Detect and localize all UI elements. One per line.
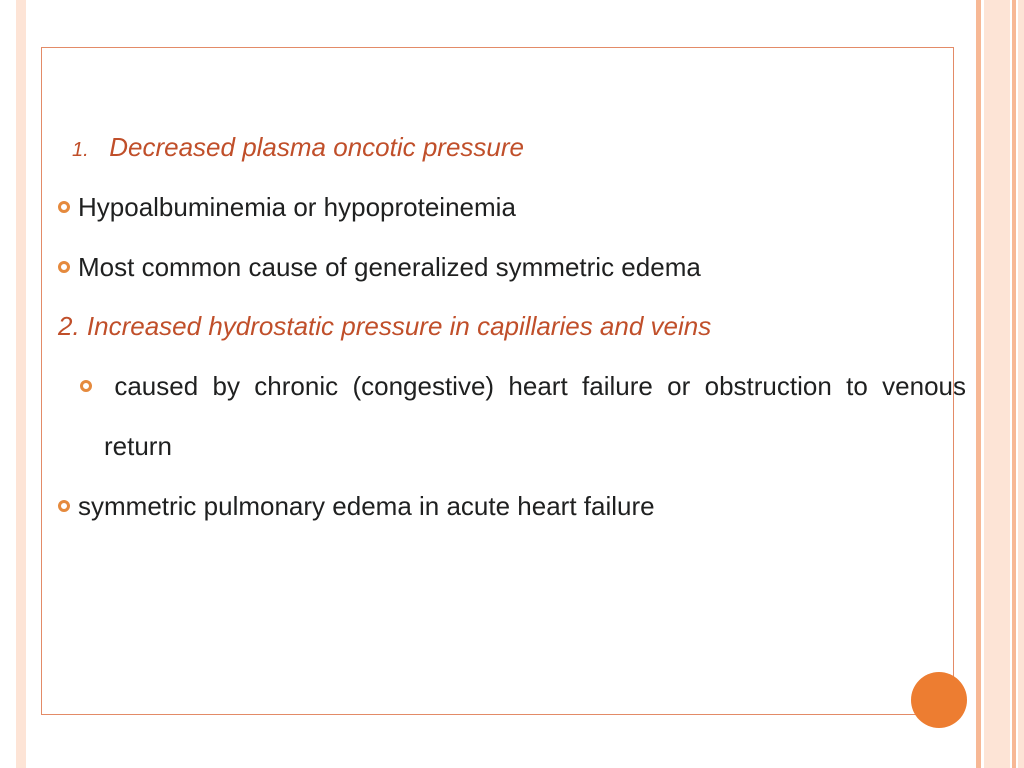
list-item-1-heading: 1. Decreased plasma oncotic pressure [58, 118, 966, 178]
corner-circle-icon [911, 672, 967, 728]
bullet-1-1: Hypoalbuminemia or hypoproteinemia [58, 178, 966, 238]
bullet-2-1: caused by chronic (congestive) heart fai… [58, 357, 966, 477]
heading-1-text: Decreased plasma oncotic pressure [109, 132, 524, 162]
right-stripe-2 [984, 0, 1010, 768]
right-stripe-4 [1018, 0, 1024, 768]
bullet-icon [58, 201, 70, 213]
left-stripe [16, 0, 26, 768]
slide: 1. Decreased plasma oncotic pressure Hyp… [0, 0, 1024, 768]
bullet-1-2-text: Most common cause of generalized symmetr… [78, 252, 701, 282]
bullet-1-1-text: Hypoalbuminemia or hypoproteinemia [78, 192, 516, 222]
bullet-2-1-text: caused by chronic (congestive) heart fai… [100, 371, 966, 461]
list-item-2-heading: 2. Increased hydrostatic pressure in cap… [58, 297, 966, 357]
right-stripe-1 [976, 0, 981, 768]
right-stripe-3 [1012, 0, 1016, 768]
list-number-1: 1. [72, 127, 102, 173]
body-text: 1. Decreased plasma oncotic pressure Hyp… [58, 118, 966, 537]
bullet-1-2: Most common cause of generalized symmetr… [58, 238, 966, 298]
bullet-icon [58, 261, 70, 273]
bullet-icon [58, 500, 70, 512]
bullet-icon [80, 380, 92, 392]
bullet-2-2-text: symmetric pulmonary edema in acute heart… [78, 491, 655, 521]
bullet-2-2: symmetric pulmonary edema in acute heart… [58, 477, 966, 537]
